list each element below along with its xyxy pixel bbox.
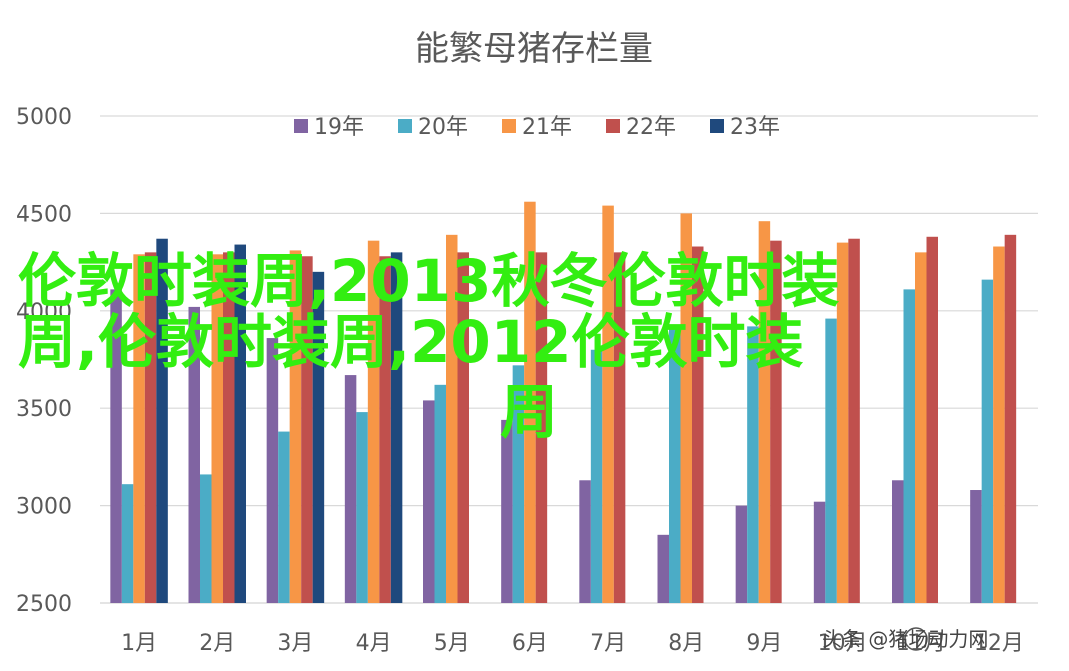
bar-20年-4月 [356, 412, 368, 603]
legend-label: 20年 [418, 115, 468, 140]
bar-20年-5月 [434, 384, 446, 603]
bar-22年-9月 [770, 240, 782, 603]
bar-19年-2月 [188, 306, 200, 603]
overlay-line: 周,伦敦时装周,2012伦敦时装 [18, 308, 804, 376]
bar-19年-11月 [892, 480, 904, 603]
bar-20年-3月 [278, 431, 290, 603]
bar-22年-2月 [223, 252, 235, 604]
bar-19年-5月 [423, 400, 435, 603]
bar-22年-1月 [144, 252, 157, 604]
x-axis-ticks: 1月 2月 3月 4月 5月 6月 7月 8月 9月 10月 11月 12月 [121, 631, 1024, 656]
chart-title: 能繁母猪存栏量 [415, 29, 653, 69]
x-tick-label: 10月 [818, 631, 868, 656]
legend-swatch [294, 119, 308, 133]
x-tick-label: 12月 [974, 631, 1024, 656]
legend-swatch [398, 119, 412, 133]
bar-20年-9月 [747, 326, 759, 603]
bar-19年-1月 [110, 289, 122, 603]
watermark-icon [904, 627, 928, 651]
legend-label: 23年 [730, 115, 780, 140]
legend-swatch [710, 119, 724, 133]
bar-22年-5月 [457, 252, 469, 604]
bar-22年-8月 [692, 246, 704, 604]
bar-20年-6月 [512, 365, 525, 603]
bar-23年-3月 [312, 271, 325, 603]
x-tick-label: 1月 [121, 631, 157, 656]
x-tick-label: 8月 [668, 631, 704, 656]
bar-20年-2月 [200, 474, 212, 603]
bar-21年-9月 [758, 221, 771, 603]
bar-21年-8月 [680, 213, 692, 603]
legend-swatch [502, 119, 516, 133]
bar-21年-1月 [133, 254, 145, 604]
bar-19年-12月 [970, 490, 982, 603]
bar-22年-4月 [379, 256, 391, 603]
bar-20年-11月 [903, 289, 915, 603]
x-tick-label: 5月 [434, 631, 470, 656]
bar-19年-10月 [813, 501, 826, 603]
bar-21年-5月 [446, 234, 458, 603]
bar-22年-3月 [301, 256, 313, 603]
bar-21年-12月 [993, 246, 1005, 604]
bar-20年-12月 [981, 279, 994, 603]
x-tick-label: 3月 [277, 631, 313, 656]
legend-label: 19年 [314, 115, 364, 140]
y-tick-label: 4500 [16, 202, 72, 227]
y-tick-label: 2500 [16, 592, 72, 617]
x-tick-label: 7月 [590, 631, 626, 656]
x-tick-label: 11月 [896, 631, 946, 656]
y-tick-label: 3000 [16, 495, 72, 520]
y-axis-ticks: 2500 3000 3500 4000 4500 5000 [16, 105, 72, 617]
bar-20年-8月 [669, 326, 681, 603]
y-tick-label: 4000 [16, 300, 72, 325]
bar-21年-6月 [524, 201, 536, 603]
bar-21年-11月 [915, 252, 927, 604]
bar-19年-3月 [266, 338, 279, 603]
bar-22年-10月 [848, 238, 860, 603]
bar-20年-7月 [590, 349, 603, 603]
bar-20年-1月 [121, 484, 134, 603]
x-tick-label: 2月 [199, 631, 235, 656]
legend-label: 22年 [626, 115, 676, 140]
bar-19年-4月 [344, 375, 357, 603]
bar-22年-11月 [926, 236, 938, 603]
bar-23年-1月 [156, 238, 168, 603]
y-tick-label: 3500 [16, 397, 72, 422]
bar-23年-4月 [390, 252, 403, 604]
overlay-line: 周 [500, 378, 558, 446]
x-tick-label: 9月 [746, 631, 782, 656]
bar-19年-7月 [579, 480, 591, 603]
gridlines [100, 115, 1038, 604]
bar-23年-2月 [234, 244, 246, 603]
bar-21年-3月 [289, 250, 302, 604]
legend-swatch [606, 119, 620, 133]
bar-20年-10月 [825, 318, 837, 603]
bar-19年-6月 [501, 419, 513, 603]
bar-19年-8月 [657, 534, 669, 603]
legend: 19年 20年 21年 22年 23年 [294, 115, 780, 140]
bar-22年-7月 [613, 252, 626, 604]
watermark: 头条 @猪场动力网 [822, 627, 988, 651]
bar-22年-6月 [535, 252, 548, 604]
bar-21年-4月 [367, 240, 380, 603]
overlay-line: 伦敦时装周,2013秋冬伦敦时装 [18, 247, 839, 315]
bar-19年-9月 [735, 505, 748, 603]
bar-21年-7月 [602, 205, 614, 603]
x-tick-label: 4月 [356, 631, 392, 656]
x-tick-label: 6月 [512, 631, 548, 656]
bars [110, 201, 1017, 604]
bar-22年-12月 [1004, 234, 1017, 603]
bar-21年-10月 [836, 242, 849, 603]
watermark-text: 头条 @猪场动力网 [822, 627, 988, 651]
y-tick-label: 5000 [16, 105, 72, 130]
legend-label: 21年 [522, 115, 572, 140]
bar-21年-2月 [211, 254, 223, 604]
